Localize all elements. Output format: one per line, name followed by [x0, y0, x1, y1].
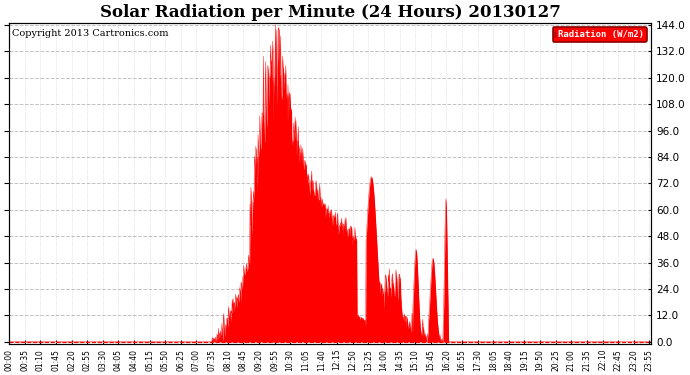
Legend: Radiation (W/m2): Radiation (W/m2)	[553, 27, 647, 42]
Title: Solar Radiation per Minute (24 Hours) 20130127: Solar Radiation per Minute (24 Hours) 20…	[99, 4, 560, 21]
Text: Copyright 2013 Cartronics.com: Copyright 2013 Cartronics.com	[12, 29, 169, 38]
